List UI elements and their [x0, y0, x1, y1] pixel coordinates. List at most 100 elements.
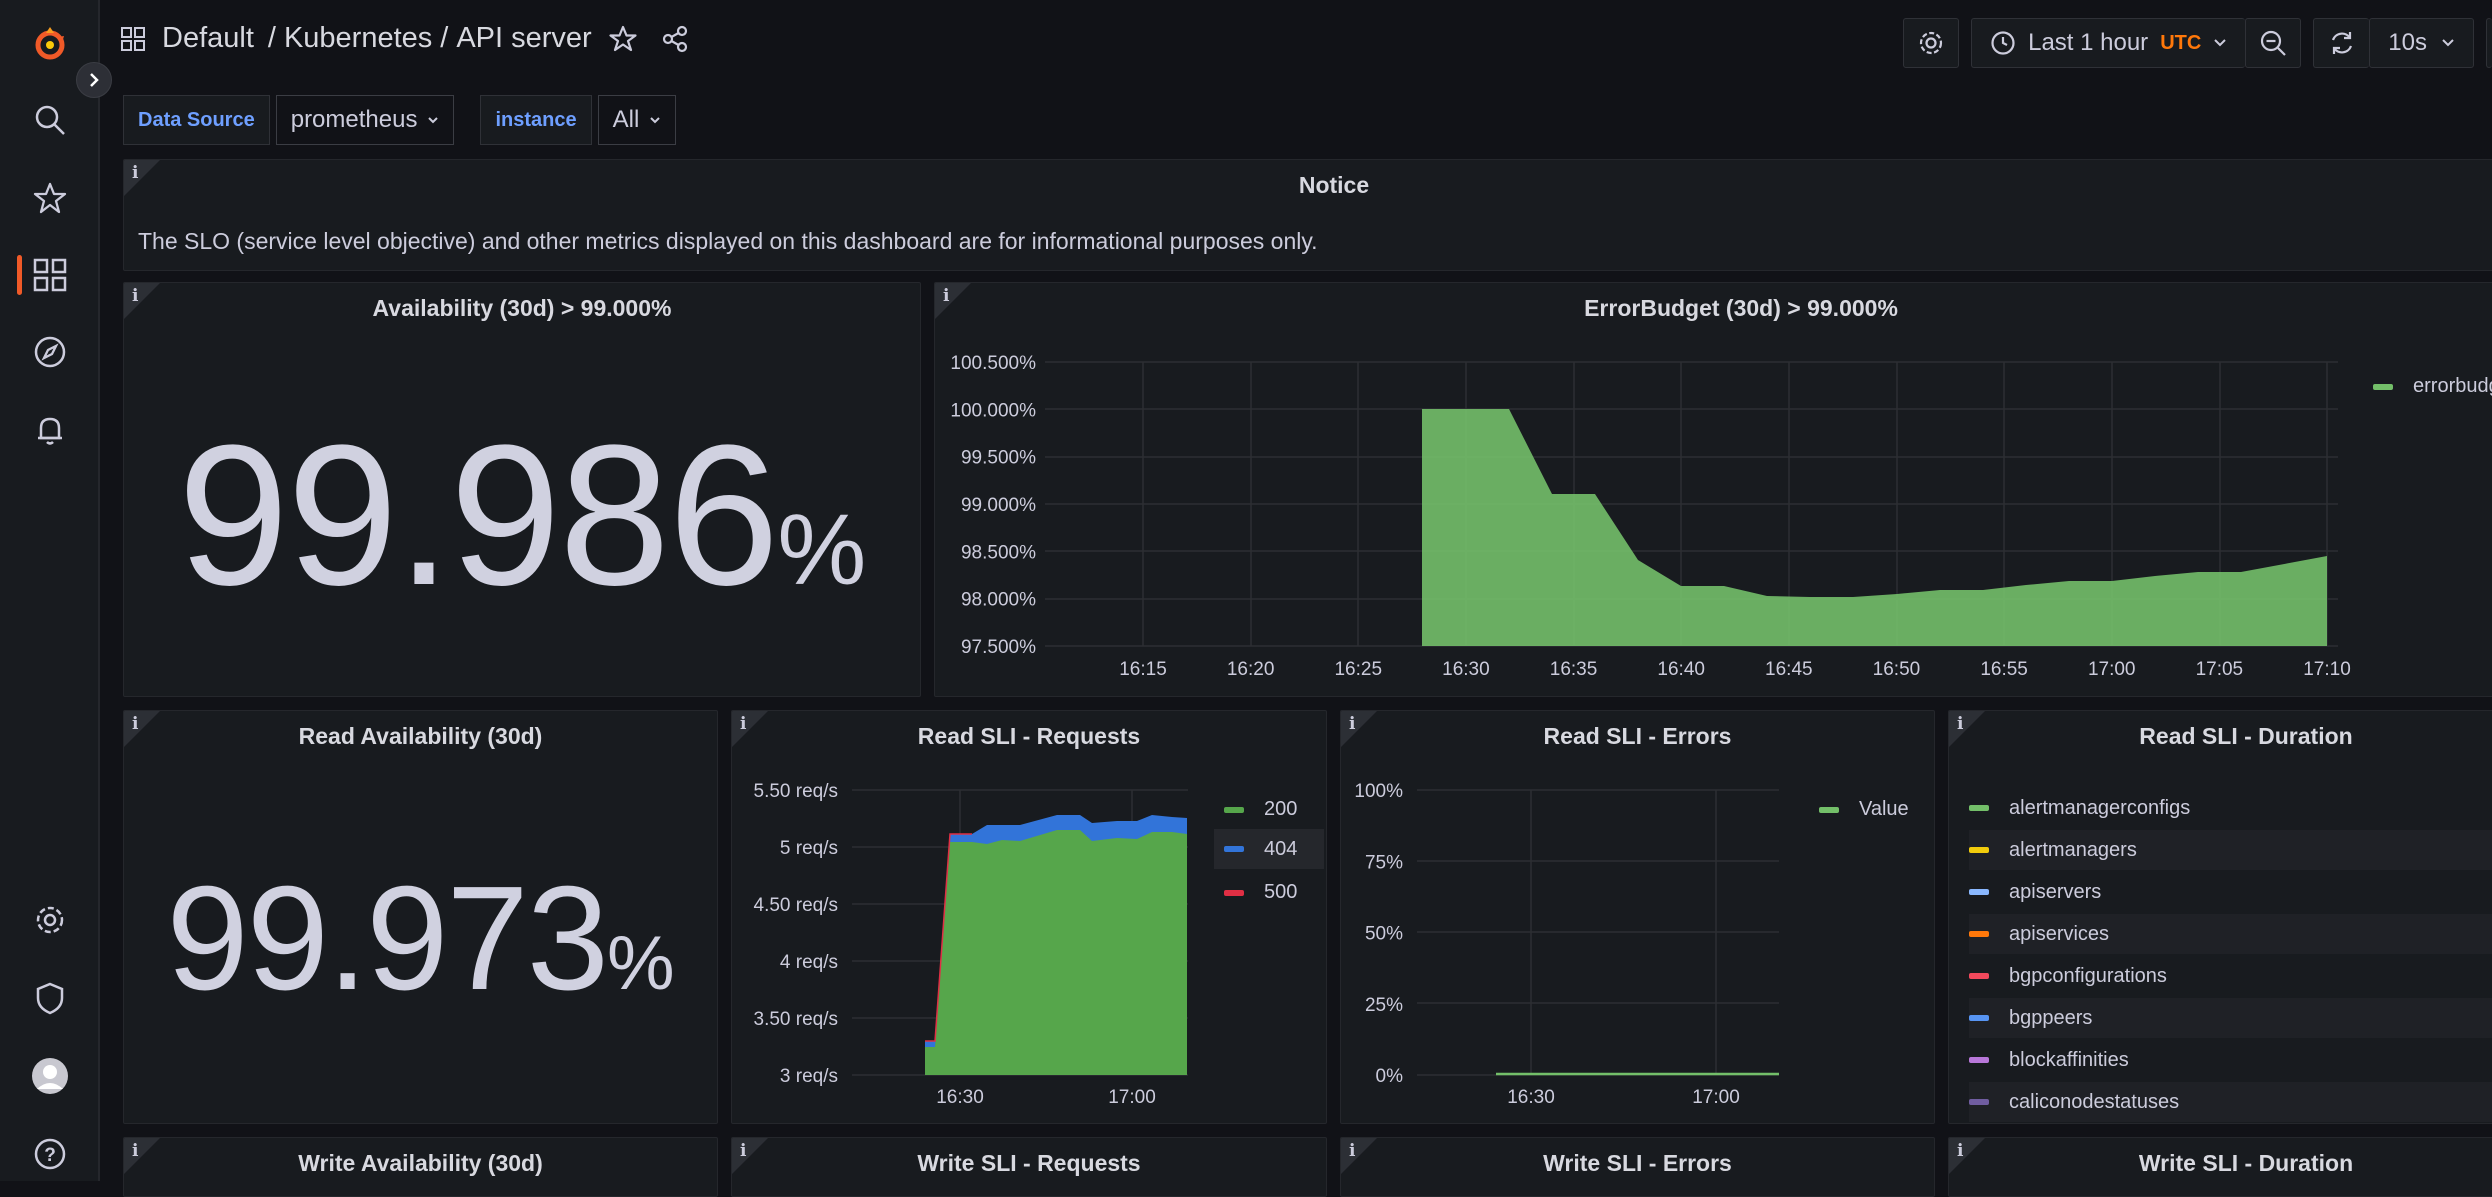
dashboard-settings-button[interactable]	[1903, 18, 1960, 68]
legend-item[interactable]: alertmanagerconfigs	[1969, 788, 2492, 828]
panel-title[interactable]: Read SLI - Duration	[2139, 723, 2353, 749]
top-bar: Default / Kubernetes / API server Last 1…	[100, 0, 2492, 88]
panel-title[interactable]: Write SLI - Duration	[2138, 1150, 2354, 1176]
refresh-icon	[2331, 32, 2352, 54]
legend-item[interactable]: caliconodestatuses	[1969, 1082, 2492, 1122]
avatar[interactable]	[28, 1054, 72, 1098]
starred-icon[interactable]	[28, 176, 72, 220]
datasource-variable-label: Data Source	[123, 95, 270, 145]
panel-title[interactable]: ErrorBudget (30d) > 99.000%	[1584, 295, 1898, 321]
info-icon: i	[1957, 714, 1964, 734]
panel-info-corner[interactable]	[935, 283, 971, 319]
legend-item[interactable]: alertmanagers	[1969, 830, 2492, 870]
configuration-icon[interactable]	[28, 898, 72, 942]
time-picker-group: Last 1 hour UTC	[1971, 18, 2302, 68]
panel-title[interactable]: Availability (30d) > 99.000%	[372, 295, 672, 321]
breadcrumb-folder[interactable]: Default	[162, 22, 254, 54]
y-tick-label: 98.000%	[961, 590, 1036, 611]
dashboard-title[interactable]: API server	[456, 22, 592, 54]
read-errors-chart[interactable]: 100% 75% 50% 25% 0% 16:30 17:00	[1341, 711, 1935, 1124]
legend-swatch	[2373, 383, 2393, 390]
info-icon: i	[132, 286, 139, 306]
legend-label: blockaffinities	[2009, 1048, 2129, 1071]
read-duration-panel: i Read SLI - Duration alertmanagerconfig…	[1948, 710, 2492, 1124]
x-tick-label: 16:30	[936, 1087, 984, 1108]
dashboards-icon[interactable]	[28, 253, 72, 297]
panel-info-corner[interactable]	[1341, 711, 1377, 747]
x-tick-label: 16:55	[1980, 659, 2028, 680]
info-icon: i	[740, 714, 747, 734]
y-axis-ticks: 5.50 req/s 5 req/s 4.50 req/s 4 req/s 3.50 r…	[754, 781, 839, 1087]
variables-bar: Data Source prometheus instance All	[123, 95, 677, 145]
expand-nav-button[interactable]	[76, 62, 112, 98]
info-icon: i	[740, 1141, 747, 1161]
x-tick-label: 17:05	[2196, 659, 2244, 680]
refresh-button[interactable]	[2313, 18, 2370, 68]
y-tick-label: 50%	[1365, 924, 1403, 945]
panel-title[interactable]: Notice	[1298, 172, 1370, 198]
read-requests-chart[interactable]: 5.50 req/s 5 req/s 4.50 req/s 4 req/s 3.50 r…	[732, 711, 1327, 1124]
help-icon[interactable]: ?	[28, 1132, 72, 1176]
panel-info-corner[interactable]	[124, 1138, 160, 1174]
x-axis-ticks: 16:15 16:20 16:25 16:30 16:35 16:40 16:45 16:50…	[1119, 659, 2351, 680]
datasource-variable-value: prometheus	[290, 106, 418, 133]
panel-info-corner[interactable]	[732, 1138, 768, 1174]
info-icon: i	[132, 1141, 139, 1161]
legend-item[interactable]: 200	[1224, 798, 1297, 821]
panel-info-corner[interactable]	[1341, 1138, 1377, 1174]
legend-item[interactable]: apiservers	[1969, 872, 2492, 912]
shield-icon[interactable]	[28, 976, 72, 1020]
x-tick-label: 17:10	[2303, 659, 2351, 680]
grafana-logo-icon[interactable]	[28, 22, 72, 66]
panel-info-corner[interactable]	[732, 711, 768, 747]
legend-item[interactable]: bgppeers	[1969, 998, 2492, 1038]
alerting-icon[interactable]	[28, 408, 72, 452]
x-tick-label: 17:00	[1692, 1087, 1740, 1108]
legend-item[interactable]: bgpconfigurations	[1969, 956, 2492, 996]
legend-swatch	[1969, 805, 1989, 811]
legend-item[interactable]: 404	[1214, 829, 1324, 869]
read-errors-panel: i Read SLI - Errors 100% 75% 50% 25% 0% 16:3…	[1340, 710, 1935, 1124]
legend-item[interactable]: 500	[1224, 881, 1297, 904]
refresh-interval-picker[interactable]: 10s	[2369, 18, 2474, 68]
panel-info-corner[interactable]	[1949, 1138, 1985, 1174]
panel-title[interactable]: Read Availability (30d)	[298, 723, 543, 749]
panel-info-corner[interactable]	[1949, 711, 1985, 747]
panel-title[interactable]: Write SLI - Errors	[1543, 1150, 1732, 1176]
panel-info-corner[interactable]	[124, 711, 160, 747]
breadcrumb-section[interactable]: Kubernetes	[283, 22, 433, 54]
panel-title[interactable]: Read SLI - Requests	[917, 723, 1141, 749]
legend-item[interactable]: blockaffinities	[1969, 1040, 2492, 1080]
y-tick-label: 3 req/s	[780, 1066, 838, 1087]
search-icon[interactable]	[28, 98, 72, 142]
series-200-area	[925, 830, 1187, 1075]
error-budget-chart[interactable]: 100.500% 100.000% 99.500% 99.000% 98.500% 98.…	[935, 283, 2492, 697]
y-tick-label: 99.500%	[961, 448, 1036, 469]
gear-icon	[1919, 31, 1943, 55]
error-budget-panel: i ErrorBudget (30d) > 99.000% 100.500% 10…	[934, 282, 2492, 697]
legend-swatch	[1969, 1099, 1989, 1105]
time-range-picker[interactable]: Last 1 hour UTC	[1971, 18, 2246, 68]
chevron-down-icon	[2442, 39, 2454, 47]
legend-label: apiservices	[2009, 922, 2110, 945]
star-icon[interactable]	[608, 24, 638, 54]
info-icon: i	[1957, 1141, 1964, 1161]
legend-item[interactable]: apiservices	[1969, 914, 2492, 954]
y-tick-label: 100.000%	[950, 400, 1036, 421]
panel-title[interactable]: Read SLI - Errors	[1543, 723, 1732, 749]
panel-title[interactable]: Write Availability (30d)	[298, 1150, 543, 1176]
panel-title[interactable]: Write SLI - Requests	[917, 1150, 1141, 1176]
share-icon[interactable]	[660, 24, 690, 54]
x-tick-label: 16:40	[1657, 659, 1705, 680]
legend-swatch	[1969, 847, 1989, 853]
instance-variable-select[interactable]: All	[597, 95, 677, 145]
explore-icon[interactable]	[28, 330, 72, 374]
legend-item[interactable]: Value	[1819, 798, 1909, 821]
panel-info-corner[interactable]	[124, 283, 160, 319]
write-availability-panel: i Write Availability (30d)	[123, 1137, 718, 1197]
panel-info-corner[interactable]	[124, 160, 160, 196]
legend-item[interactable]: errorbudg	[2373, 375, 2492, 398]
x-tick-label: 16:15	[1119, 659, 1167, 680]
zoom-out-button[interactable]	[2245, 18, 2302, 68]
datasource-variable-select[interactable]: prometheus	[275, 95, 455, 145]
